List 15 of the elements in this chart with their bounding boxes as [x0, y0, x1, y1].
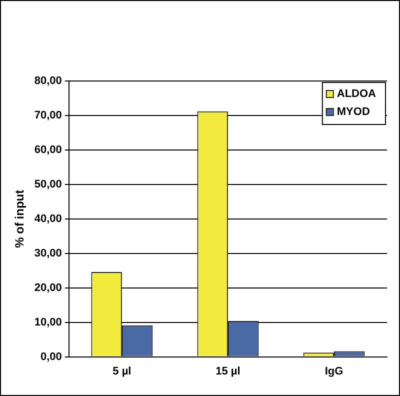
y-axis-title: % of input — [12, 190, 27, 248]
y-tick-label: 30,00 — [34, 247, 62, 260]
legend-label: MYOD — [336, 106, 370, 118]
y-tick-label: 60,00 — [34, 144, 62, 156]
x-tick-label: 5 µl — [112, 365, 132, 378]
y-tick-label: 10,00 — [34, 316, 62, 328]
x-tick-label: 15 µl — [216, 365, 240, 378]
legend-label: ALDOA — [336, 88, 376, 100]
y-tick-label: 40,00 — [34, 212, 62, 225]
x-tick-label: IgG — [324, 365, 344, 378]
y-tick-label: 70,00 — [34, 110, 62, 122]
y-tick-label: 50,00 — [34, 178, 62, 190]
y-tick-label: 0,00 — [40, 350, 62, 363]
y-tick-label: 20,00 — [34, 282, 62, 294]
y-tick-label: 80,00 — [34, 75, 62, 88]
